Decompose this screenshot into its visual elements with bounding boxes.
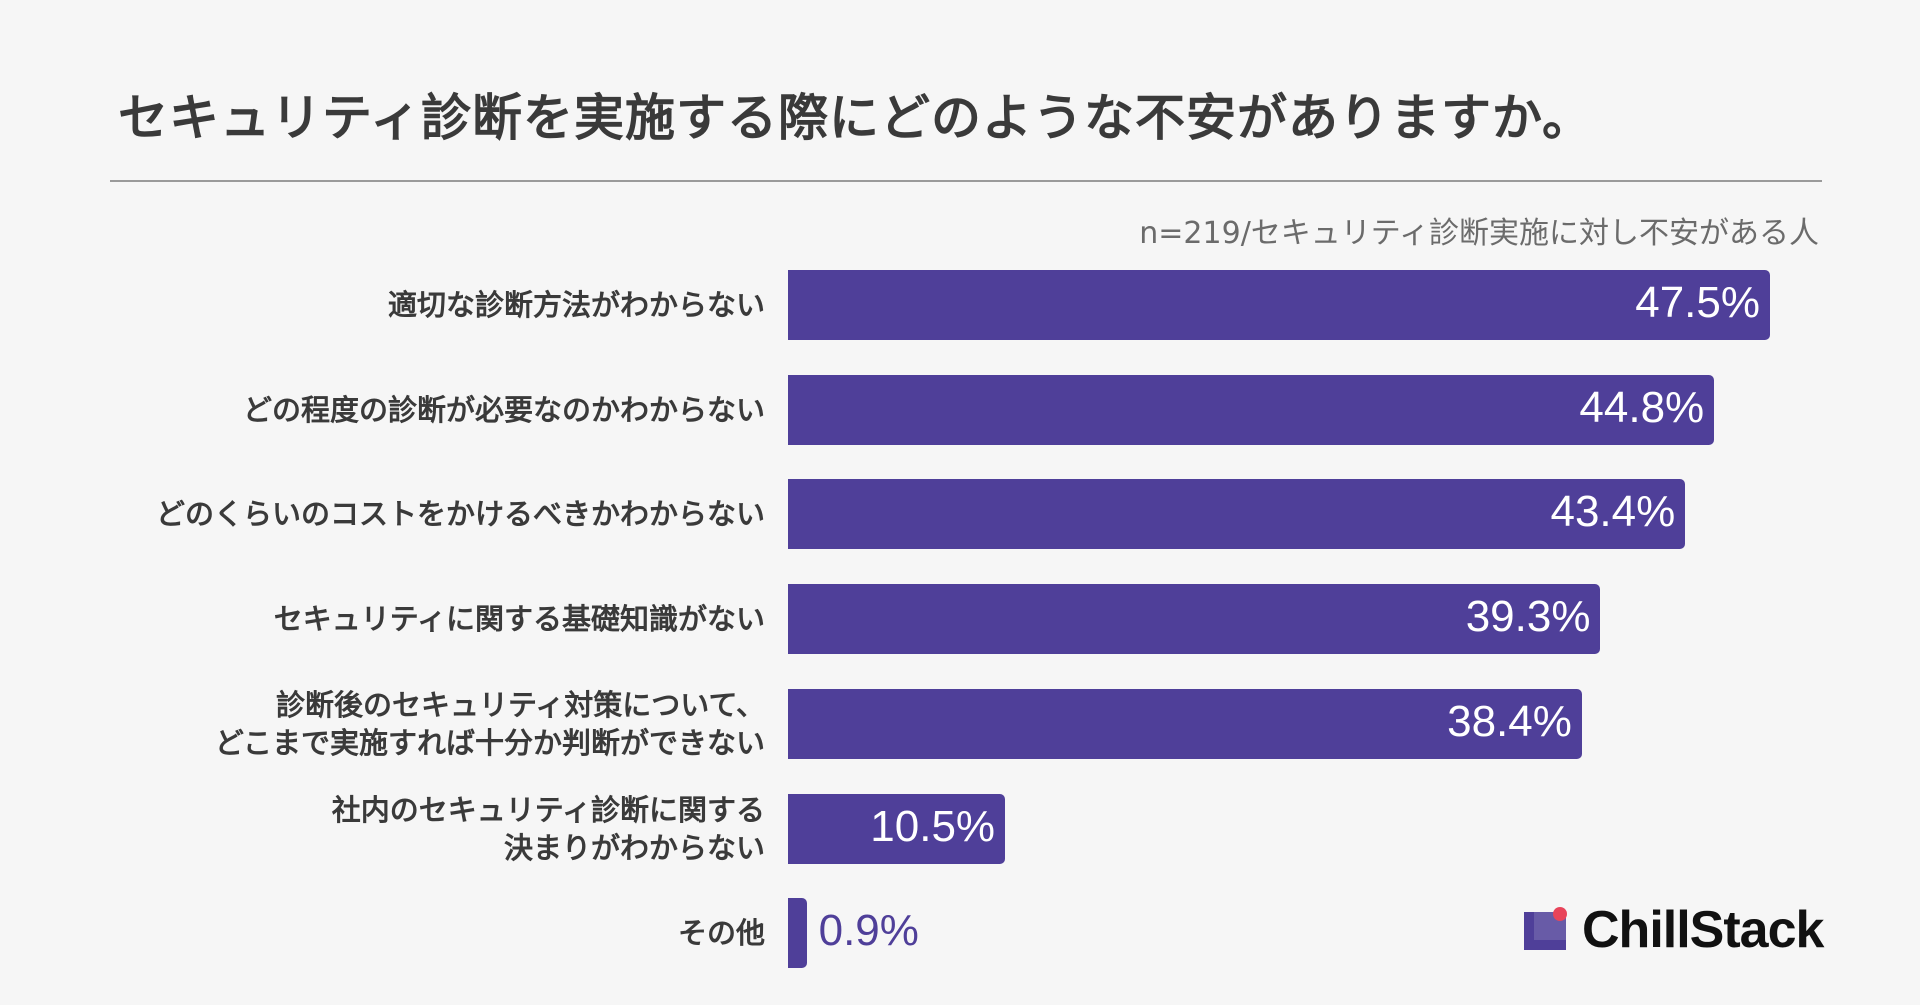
category-label-line: 決まりがわからない	[503, 830, 765, 865]
category-label-line: セキュリティに関する基礎知識がない	[273, 602, 765, 637]
value-label-6: 10.5%	[870, 801, 996, 851]
bar-7	[788, 898, 807, 969]
bar-4	[788, 584, 1601, 655]
brand-name: ChillStack	[1582, 901, 1824, 959]
bar-6	[788, 793, 1006, 864]
category-label-line: 社内のセキュリティ診断に関する	[331, 792, 765, 827]
bar-5	[788, 688, 1582, 759]
value-label-1: 47.5%	[1635, 278, 1760, 327]
category-label-6: 社内のセキュリティ診断に関する 決まりがわからない	[45, 791, 765, 867]
value-label-5: 38.4%	[1447, 696, 1572, 746]
title-divider	[110, 180, 1822, 182]
category-label-line: 適切な診断方法がわからない	[387, 288, 765, 322]
category-label-2: どの程度の診断が必要なのかわからない	[45, 391, 765, 429]
category-label-3: どのくらいのコストをかけるべきかわからない	[45, 495, 765, 533]
bar-3	[788, 479, 1686, 550]
chart-title: セキュリティ診断を実施する際にどのような不安がありますか。	[118, 89, 1593, 147]
value-label-4: 39.3%	[1465, 592, 1591, 642]
chillstack-logo-icon	[1524, 907, 1567, 950]
category-label-4: セキュリティに関する基礎知識がない	[45, 600, 765, 638]
bar-2	[788, 374, 1715, 445]
category-label-1: 適切な診断方法がわからない	[45, 286, 765, 324]
category-label-5: 診断後のセキュリティ対策について、 どこまで実施すれば十分か判断ができない	[45, 686, 765, 762]
value-label-2: 44.8%	[1579, 382, 1705, 432]
category-label-line: 診断後のセキュリティ対策について、	[276, 687, 765, 722]
chillstack-logo: ChillStack	[1522, 900, 1824, 960]
category-label-line: その他	[677, 916, 765, 951]
category-label-line: どこまで実施すれば十分か判断ができない	[214, 725, 765, 760]
category-label-7: その他	[45, 914, 765, 952]
sample-size-note: n=219/セキュリティ診断実施に対し不安がある人	[1139, 216, 1819, 251]
bar-1	[788, 270, 1770, 340]
value-label-3: 43.4%	[1550, 487, 1676, 537]
category-label-line: どの程度の診断が必要なのかわからない	[242, 392, 765, 427]
value-label-7: 0.9%	[818, 906, 919, 956]
category-label-line: どのくらいのコストをかけるべきかわからない	[155, 497, 765, 532]
